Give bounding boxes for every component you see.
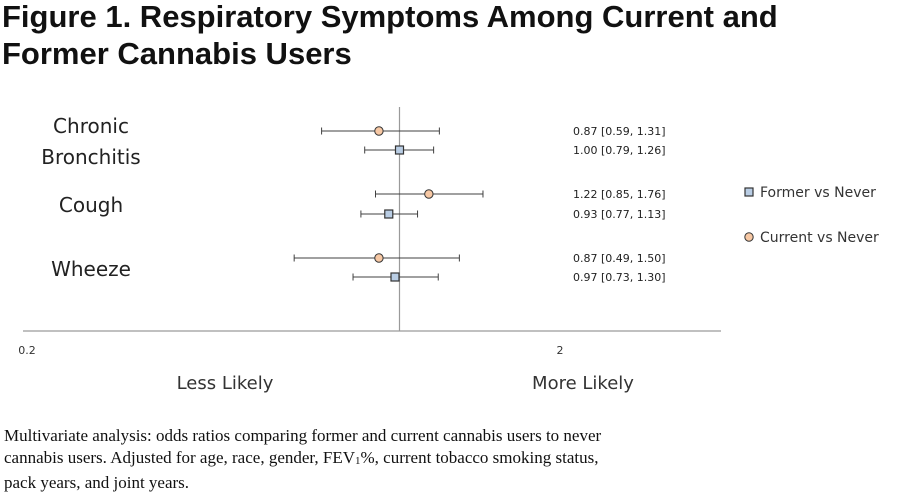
point-current-vs-never xyxy=(424,189,434,199)
ci-value-label: 0.93 [0.77, 1.13] xyxy=(573,208,666,221)
legend-label: Former vs Never xyxy=(760,185,876,201)
caption-line-3: pack years, and joint years. xyxy=(4,473,190,492)
ci-value-label: 0.97 [0.73, 1.30] xyxy=(573,271,666,284)
x-tick-label: 0.2 xyxy=(18,344,36,357)
point-former-vs-never xyxy=(394,145,405,155)
figure-title: Figure 1. Respiratory Symptoms Among Cur… xyxy=(2,0,892,72)
caption-line-1: Multivariate analysis: odds ratios compa… xyxy=(4,426,602,445)
caption-subscript: 1 xyxy=(355,455,361,467)
caption-line-2: cannabis users. Adjusted for age, race, … xyxy=(4,447,894,472)
point-former-vs-never xyxy=(384,209,394,219)
more-likely-label: More Likely xyxy=(532,373,634,394)
legend-marker-current xyxy=(744,232,754,242)
category-label: Wheeze xyxy=(51,257,131,281)
caption-line-2-end: %, current tobacco smoking status, xyxy=(360,448,599,467)
category-label: Bronchitis xyxy=(41,145,140,169)
point-current-vs-never xyxy=(374,253,384,263)
category-label: Cough xyxy=(59,193,123,217)
ci-value-label: 1.00 [0.79, 1.26] xyxy=(573,144,666,157)
category-label: Chronic xyxy=(53,114,129,138)
forest-plot: 0.2 2 Less Likely More Likely Chronic Bronchi… xyxy=(18,107,879,394)
less-likely-label: Less Likely xyxy=(177,373,274,394)
ci-value-label: 0.87 [0.59, 1.31] xyxy=(573,125,666,138)
caption-line-2-start: cannabis users. Adjusted for age, race, … xyxy=(4,448,356,467)
ci-value-label: 0.87 [0.49, 1.50] xyxy=(573,252,666,265)
figure-title-line-2: Former Cannabis Users xyxy=(2,36,352,71)
point-current-vs-never xyxy=(374,126,384,136)
figure-title-line-1: Figure 1. Respiratory Symptoms Among Cur… xyxy=(2,0,778,34)
legend-marker-former xyxy=(744,187,754,197)
legend-label: Current vs Never xyxy=(760,230,879,246)
ci-value-label: 1.22 [0.85, 1.76] xyxy=(573,188,666,201)
point-former-vs-never xyxy=(390,272,400,282)
x-tick-label: 2 xyxy=(557,344,564,357)
figure-caption: Multivariate analysis: odds ratios compa… xyxy=(4,425,894,494)
